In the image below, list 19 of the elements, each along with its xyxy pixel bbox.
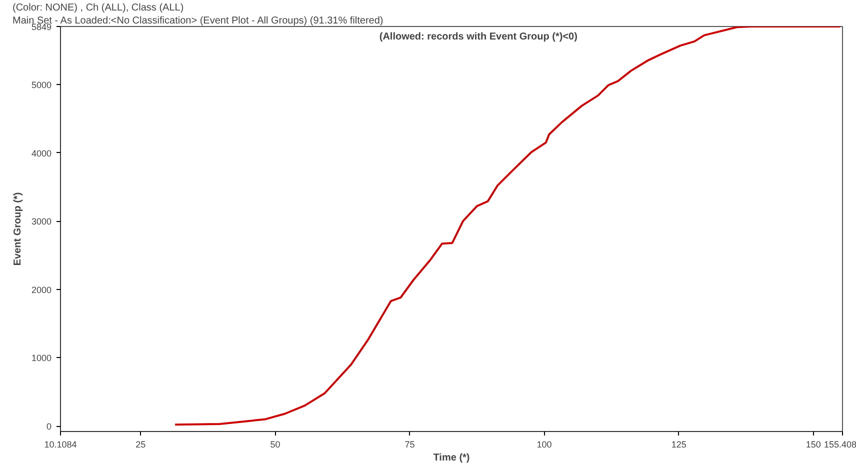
x-axis-title: Time (*) bbox=[433, 452, 470, 464]
x-tick-label: 75 bbox=[404, 440, 415, 450]
annotation: (Allowed: records with Event Group (*)<0) bbox=[379, 32, 578, 42]
x-tick-label: 25 bbox=[136, 440, 146, 450]
line-series bbox=[174, 26, 842, 426]
y-tick-label: 3000 bbox=[31, 216, 52, 227]
x-tick-label: 50 bbox=[270, 440, 280, 450]
x-tick-label: 10.1084 bbox=[44, 440, 77, 450]
y-tick-label: 4000 bbox=[31, 148, 52, 158]
y-axis-title: Event Group (*) bbox=[12, 192, 24, 266]
x-tick-label: 125 bbox=[671, 440, 686, 450]
x-tick-label: 155.408 bbox=[824, 440, 856, 450]
chart-title: (Color: NONE) , Ch (ALL), Class (ALL) bbox=[12, 2, 184, 14]
y-tick-label: 5000 bbox=[31, 80, 52, 90]
y-tick-label: 0 bbox=[46, 422, 52, 432]
y-tick-label: 1000 bbox=[31, 353, 52, 364]
x-tick-label: 150 bbox=[806, 440, 821, 450]
y-tick-label: 2000 bbox=[31, 284, 52, 295]
x-tick-label: 100 bbox=[536, 440, 552, 450]
